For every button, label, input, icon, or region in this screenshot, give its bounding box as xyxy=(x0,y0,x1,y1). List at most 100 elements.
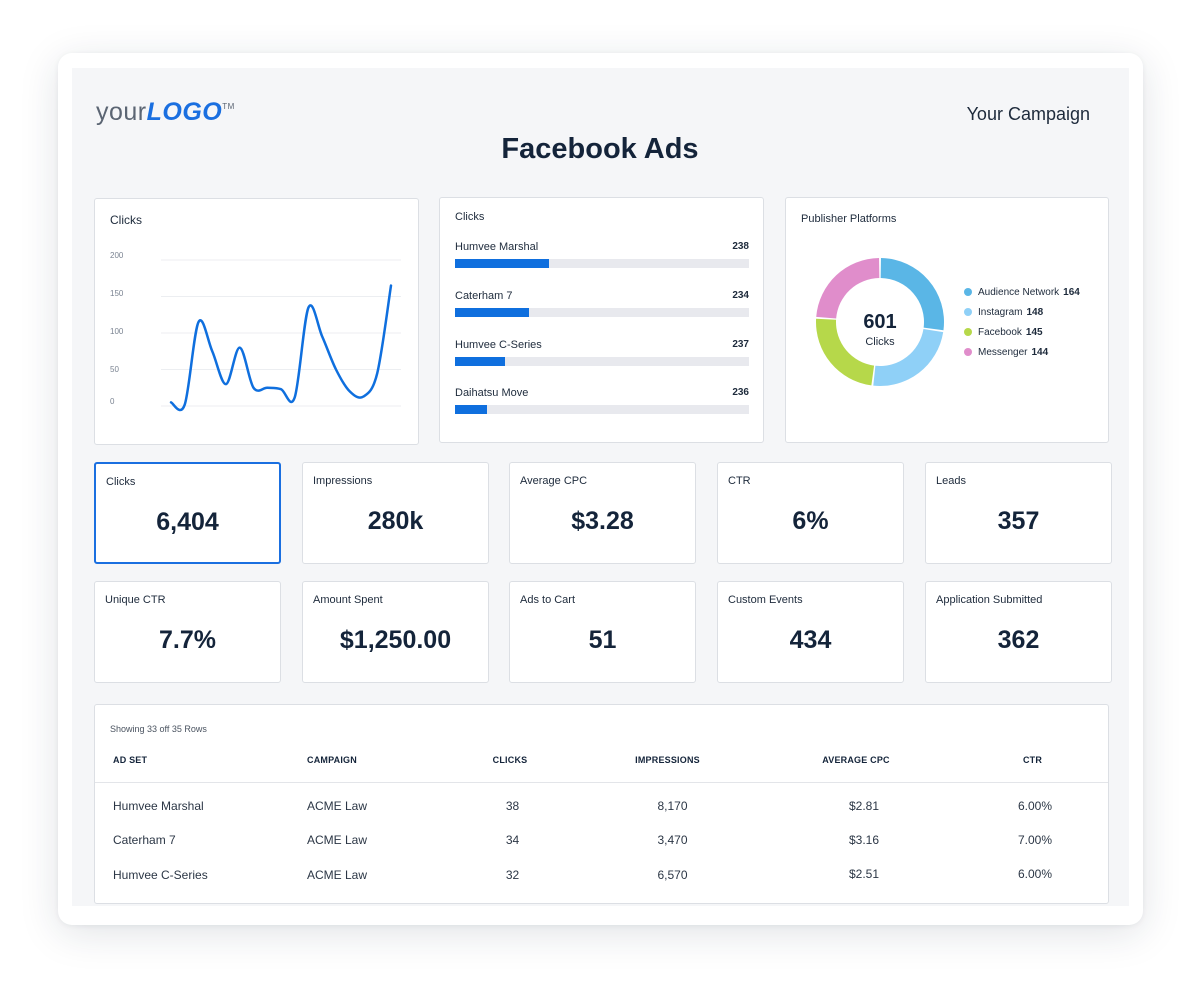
bar-category-label: Caterham 7 xyxy=(455,290,513,302)
legend-value: 148 xyxy=(1026,306,1044,318)
bar-track xyxy=(455,405,749,414)
donut-slice-facebook[interactable] xyxy=(816,318,875,386)
legend-swatch xyxy=(964,308,972,316)
kpi-value: 434 xyxy=(789,626,832,654)
bar-category-label: Humvee Marshal xyxy=(455,241,539,253)
legend-label: Facebook xyxy=(978,326,1022,338)
bar-row: Humvee C-Series 237 xyxy=(455,339,749,379)
page-title: Facebook Ads xyxy=(501,133,699,165)
kpi-application-submitted-card[interactable]: Application Submitted 362 xyxy=(925,581,1112,683)
cell-average-cpc: $2.81 xyxy=(848,799,880,813)
donut-slice-messenger[interactable] xyxy=(816,258,880,319)
kpi-value: 51 xyxy=(588,626,617,654)
donut-center-value: 601 xyxy=(863,311,896,333)
kpi-value: 362 xyxy=(997,626,1040,654)
kpi-label: Impressions xyxy=(313,475,373,487)
cell-average-cpc: $3.16 xyxy=(848,833,880,847)
kpi-label: Unique CTR xyxy=(105,594,166,606)
clicks-series-line xyxy=(169,284,393,412)
legend-value: 164 xyxy=(1063,286,1080,298)
legend-swatch xyxy=(964,288,972,296)
logo-text-light: your xyxy=(96,98,147,126)
cell-clicks: 38 xyxy=(505,799,520,813)
clicks-line-chart xyxy=(161,259,401,412)
table-header-divider xyxy=(95,782,1108,783)
cell-campaign: ACME Law xyxy=(307,868,368,882)
publisher-platforms-card: Publisher Platforms 601 Clicks Audience … xyxy=(785,197,1109,443)
bar-fill xyxy=(455,308,529,317)
kpi-leads-card[interactable]: Leads 357 xyxy=(925,462,1112,564)
kpi-unique-ctr-card[interactable]: Unique CTR 7.7% xyxy=(94,581,281,683)
kpi-value: 280k xyxy=(367,507,424,535)
donut-card-title: Publisher Platforms xyxy=(801,213,897,225)
kpi-ctr-card[interactable]: CTR 6% xyxy=(717,462,904,564)
y-tick-label: 0 xyxy=(110,397,115,406)
kpi-label: Amount Spent xyxy=(313,594,383,606)
legend-item: Messenger 144 xyxy=(964,342,1080,362)
bar-row: Caterham 7 234 xyxy=(455,290,749,330)
kpi-label: Average CPC xyxy=(520,475,588,487)
donut-legend: Audience Network 164 Instagram 148 Faceboo… xyxy=(964,282,1080,362)
bar-value-label: 234 xyxy=(732,290,749,301)
bar-value-label: 236 xyxy=(732,387,749,398)
bar-track xyxy=(455,357,749,366)
cell-impressions: 8,170 xyxy=(657,799,688,813)
kpi-label: Leads xyxy=(936,475,966,487)
bar-track xyxy=(455,259,749,268)
kpi-ads-to-cart-card[interactable]: Ads to Cart 51 xyxy=(509,581,696,683)
column-header-ctr[interactable]: CTR xyxy=(1022,755,1043,765)
legend-label: Instagram xyxy=(978,306,1023,318)
bar-fill xyxy=(455,405,488,414)
bar-category-label: Daihatsu Move xyxy=(455,387,529,399)
kpi-value: $1,250.00 xyxy=(339,626,452,654)
bar-row: Humvee Marshal 238 xyxy=(455,241,749,281)
donut-center-label: Clicks xyxy=(865,336,895,348)
clicks-line-card: Clicks 200 150 100 50 0 xyxy=(94,198,419,445)
column-header-average-cpc[interactable]: AVERAGE CPC xyxy=(822,755,890,765)
column-header-impressions[interactable]: IMPRESSIONS xyxy=(635,755,700,765)
y-tick-label: 200 xyxy=(110,251,124,260)
kpi-impressions-card[interactable]: Impressions 280k xyxy=(302,462,489,564)
cell-ad-set: Caterham 7 xyxy=(113,833,176,847)
column-header-ad-set[interactable]: AD SET xyxy=(113,755,148,765)
kpi-value: 6% xyxy=(792,507,829,535)
cell-average-cpc: $2.51 xyxy=(848,867,880,881)
bar-track xyxy=(455,308,749,317)
donut-slice-audience-network[interactable] xyxy=(880,258,944,331)
publisher-donut-chart: 601 Clicks xyxy=(816,258,944,386)
kpi-value: 6,404 xyxy=(156,508,219,536)
column-header-clicks[interactable]: CLICKS xyxy=(492,755,528,765)
brand-logo: yourLOGOTM xyxy=(96,98,235,127)
kpi-label: Custom Events xyxy=(728,594,803,606)
bar-fill xyxy=(455,357,505,366)
y-tick-label: 100 xyxy=(110,327,124,336)
cell-clicks: 32 xyxy=(505,868,520,882)
legend-item: Instagram 148 xyxy=(964,302,1080,322)
clicks-bar-card: Clicks Humvee Marshal 238 Caterham 7 234… xyxy=(439,197,764,443)
kpi-custom-events-card[interactable]: Custom Events 434 xyxy=(717,581,904,683)
logo-trademark: TM xyxy=(222,102,235,111)
kpi-amount-spent-card[interactable]: Amount Spent $1,250.00 xyxy=(302,581,489,683)
donut-slice-instagram[interactable] xyxy=(873,328,944,386)
y-tick-label: 50 xyxy=(110,365,119,374)
legend-value: 145 xyxy=(1025,326,1043,338)
legend-swatch xyxy=(964,328,972,336)
logo-text-bold: LOGO xyxy=(146,98,223,126)
y-tick-label: 150 xyxy=(110,289,124,298)
kpi-value: $3.28 xyxy=(571,507,634,535)
cell-campaign: ACME Law xyxy=(307,799,368,813)
ad-sets-table: Showing 33 off 35 Rows AD SET CAMPAIGN C… xyxy=(94,704,1109,904)
line-card-title: Clicks xyxy=(110,213,142,227)
cell-campaign: ACME Law xyxy=(307,833,368,847)
cell-ad-set: Humvee C-Series xyxy=(113,868,208,882)
kpi-value: 7.7% xyxy=(159,626,216,654)
cell-ctr: 7.00% xyxy=(1017,833,1053,847)
column-header-campaign[interactable]: CAMPAIGN xyxy=(307,755,357,765)
kpi-value: 357 xyxy=(997,507,1040,535)
bar-row: Daihatsu Move 236 xyxy=(455,387,749,427)
kpi-average-cpc-card[interactable]: Average CPC $3.28 xyxy=(509,462,696,564)
bar-category-label: Humvee C-Series xyxy=(455,339,542,351)
kpi-clicks-card[interactable]: Clicks 6,404 xyxy=(94,462,281,564)
cell-impressions: 6,570 xyxy=(657,868,688,882)
bar-value-label: 237 xyxy=(732,339,749,350)
